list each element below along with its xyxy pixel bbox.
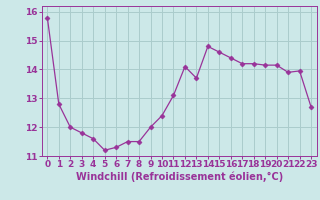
X-axis label: Windchill (Refroidissement éolien,°C): Windchill (Refroidissement éolien,°C) (76, 172, 283, 182)
